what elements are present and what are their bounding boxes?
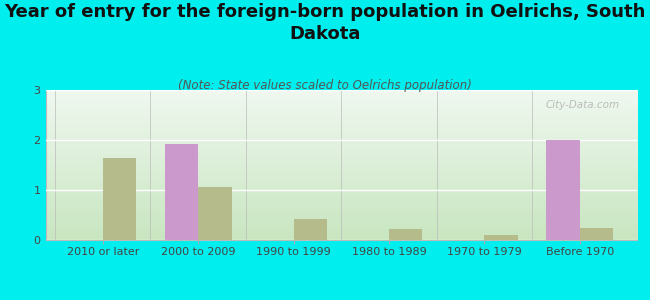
Bar	[103, 158, 136, 240]
Bar	[198, 187, 231, 240]
Text: (Note: State values scaled to Oelrichs population): (Note: State values scaled to Oelrichs p…	[178, 80, 472, 92]
Bar	[294, 219, 327, 240]
Bar	[389, 229, 422, 240]
Bar	[580, 227, 613, 240]
Bar	[484, 235, 518, 240]
Bar	[547, 140, 580, 240]
Bar	[164, 143, 198, 240]
Text: City-Data.com: City-Data.com	[545, 100, 619, 110]
Text: Year of entry for the foreign-born population in Oelrichs, South
Dakota: Year of entry for the foreign-born popul…	[5, 3, 645, 43]
